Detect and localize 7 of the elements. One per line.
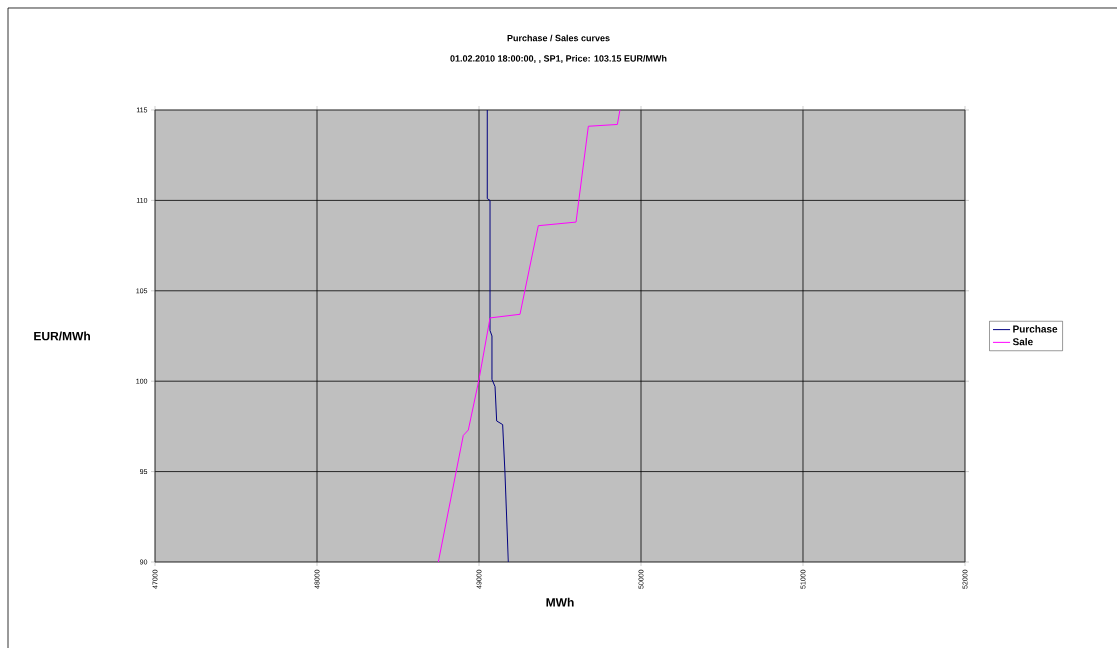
chart-title: Purchase / Sales curves [507, 34, 610, 42]
legend-label: Sale [1012, 337, 1033, 346]
y-axis-title: EUR/MWh [34, 331, 90, 341]
chart-subtitle: 01.02.2010 18:00:00, , SP1, Price: 103.15 EUR/MWh [450, 55, 667, 63]
legend-label: Purchase [1013, 325, 1058, 333]
line-series [437, 109, 621, 562]
x-axis-title: MWh [546, 597, 574, 607]
